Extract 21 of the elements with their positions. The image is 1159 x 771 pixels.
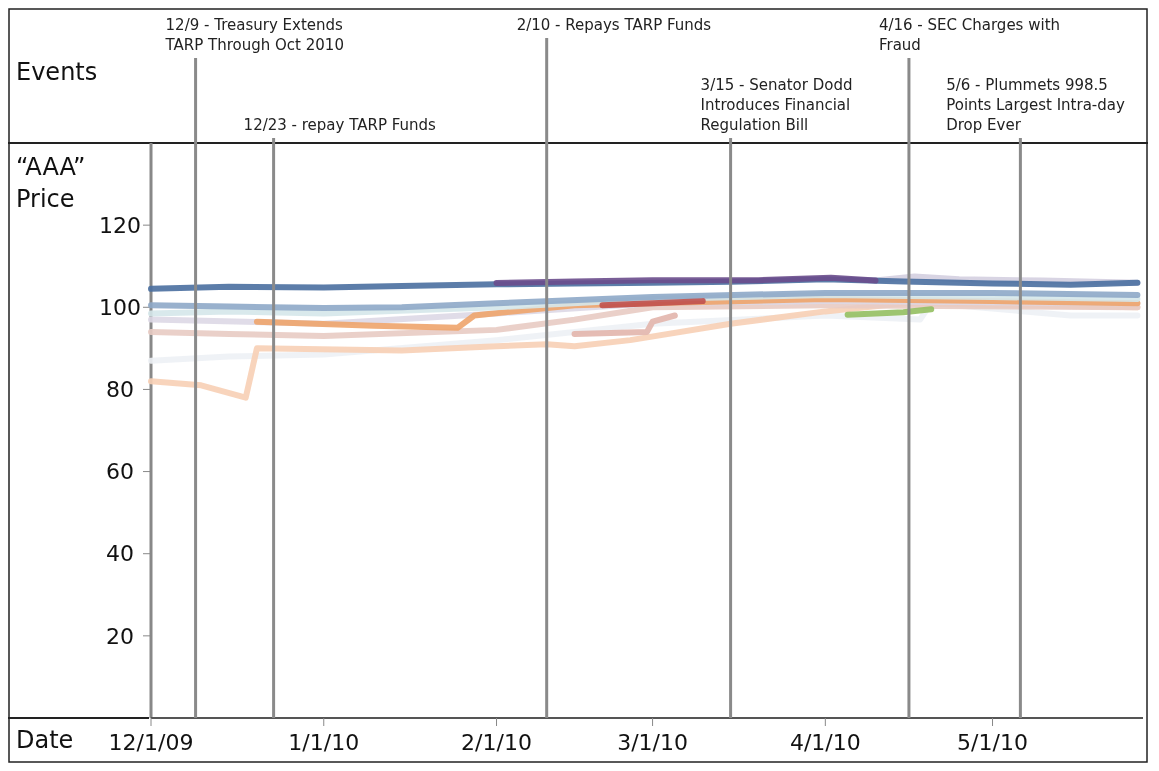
ref-line-label: 12/23 - repay TARP Funds bbox=[243, 116, 437, 134]
ref-line-label: 3/15 - Senator Dodd Introduces Financial Regulation Bill bbox=[700, 76, 853, 134]
y-tick-label: 60 bbox=[106, 459, 134, 485]
x-tick-label: 3/1/10 bbox=[617, 730, 688, 755]
x-tick-label: 5/1/10 bbox=[957, 730, 1028, 755]
x-axis-title: Date bbox=[16, 726, 74, 754]
y-tick-label: 120 bbox=[99, 212, 141, 238]
ref-line-label: 5/6 - Plummets 998.5 Points Largest Intra-day Drop Ever bbox=[946, 76, 1125, 134]
y-tick-label: 80 bbox=[106, 377, 134, 403]
x-tick-label: 12/1/09 bbox=[108, 730, 194, 755]
ref-line-label: 4/16 - SEC Charges with Fraud bbox=[878, 16, 1061, 54]
y-tick-label: 100 bbox=[99, 294, 141, 320]
x-tick-label: 2/1/10 bbox=[461, 730, 532, 755]
text: Events bbox=[16, 58, 98, 86]
y-tick-label: 20 bbox=[106, 623, 134, 649]
y-tick-label: 40 bbox=[106, 541, 134, 567]
x-tick-label: 1/1/10 bbox=[288, 730, 360, 755]
x-tick-label: 4/1/10 bbox=[789, 730, 861, 755]
ref-line-label: 2/10 - Repays TARP Funds bbox=[516, 16, 712, 34]
ref-line-label: 12/9 - Treasury Extends TARP Through Oct 2010 bbox=[164, 16, 344, 54]
y-axis-title: “AAA” Price bbox=[16, 153, 86, 213]
